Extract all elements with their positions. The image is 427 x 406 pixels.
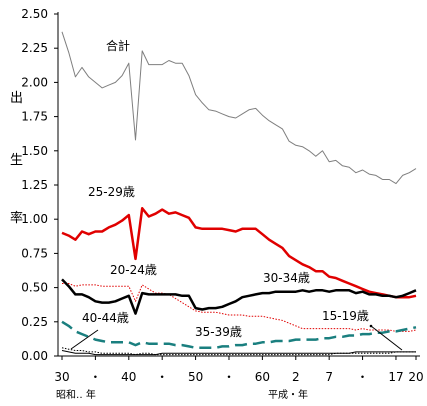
series-line-25-29歳 [61,207,417,299]
era-left-label: 昭和‥ 年 [56,388,96,401]
y-tick-label: 2.00 [21,75,48,89]
y-tick-label: 0.50 [21,281,48,295]
y-axis-title-char-1: 出 [10,91,23,106]
label-15-19: 15-19歳 [322,309,369,323]
label-40-44: 40-44歳 [82,311,129,325]
x-tick-label: 2 [292,370,300,384]
label-35-39: 35-39歳 [195,325,242,339]
x-tick-label: ・ [223,370,235,384]
x-tick-label: 30 [54,370,69,384]
label-30-34: 30-34歳 [263,271,310,285]
y-axis: 0.00 0.25 0.50 0.75 1.00 1.25 1.50 1.75 2.00 2.25… [21,7,58,363]
x-tick-label: 50 [188,370,203,384]
series-line-合計 [61,31,417,185]
x-tick-label: 40 [121,370,136,384]
x-tick-label: 17 [388,370,403,384]
series-layer [61,31,417,356]
y-tick-label: 0.00 [21,349,48,363]
x-tick-label: 20 [408,370,423,384]
y-tick-label: 1.25 [21,178,48,192]
leader-15-19-head [369,324,373,328]
y-axis-title: 出 生 率 [10,91,23,226]
series-line-30-34歳 [61,278,417,315]
label-25-29: 25-29歳 [88,185,135,199]
x-tick-label: ・ [357,370,369,384]
era-right-label: 平成・年 [268,388,308,401]
leader-40-44 [70,329,99,350]
x-tick-label: 60 [255,370,270,384]
series-line-40-44歳 [61,347,416,356]
leader-15-19 [370,325,403,351]
y-tick-label: 2.25 [21,41,48,55]
x-tick-label: ・ [89,370,101,384]
y-tick-label: 1.50 [21,144,48,158]
y-tick-label: 0.75 [21,246,48,260]
y-axis-title-char-2: 生 [10,153,23,168]
x-tick-label: ・ [156,370,168,384]
x-axis: 30 ・ 40 ・ 50 ・ 60 2 7 ・ 17 20 [54,356,424,384]
series-line-35-39歳 [61,320,417,350]
label-total: 合計 [106,38,130,53]
series-labels: 合計 25-29歳 20-24歳 30-34歳 40-44歳 35-39歳 15… [82,38,369,339]
x-tick-label: 7 [325,370,333,384]
y-tick-label: 1.00 [21,212,48,226]
y-axis-title-char-3: 率 [10,210,23,226]
y-tick-label: 1.75 [21,110,48,124]
y-tick-label: 2.50 [21,7,48,21]
y-tick-label: 0.25 [21,315,48,329]
label-20-24: 20-24歳 [110,263,157,277]
series-line-15-19歳 [61,350,416,356]
leader-lines [70,324,403,351]
